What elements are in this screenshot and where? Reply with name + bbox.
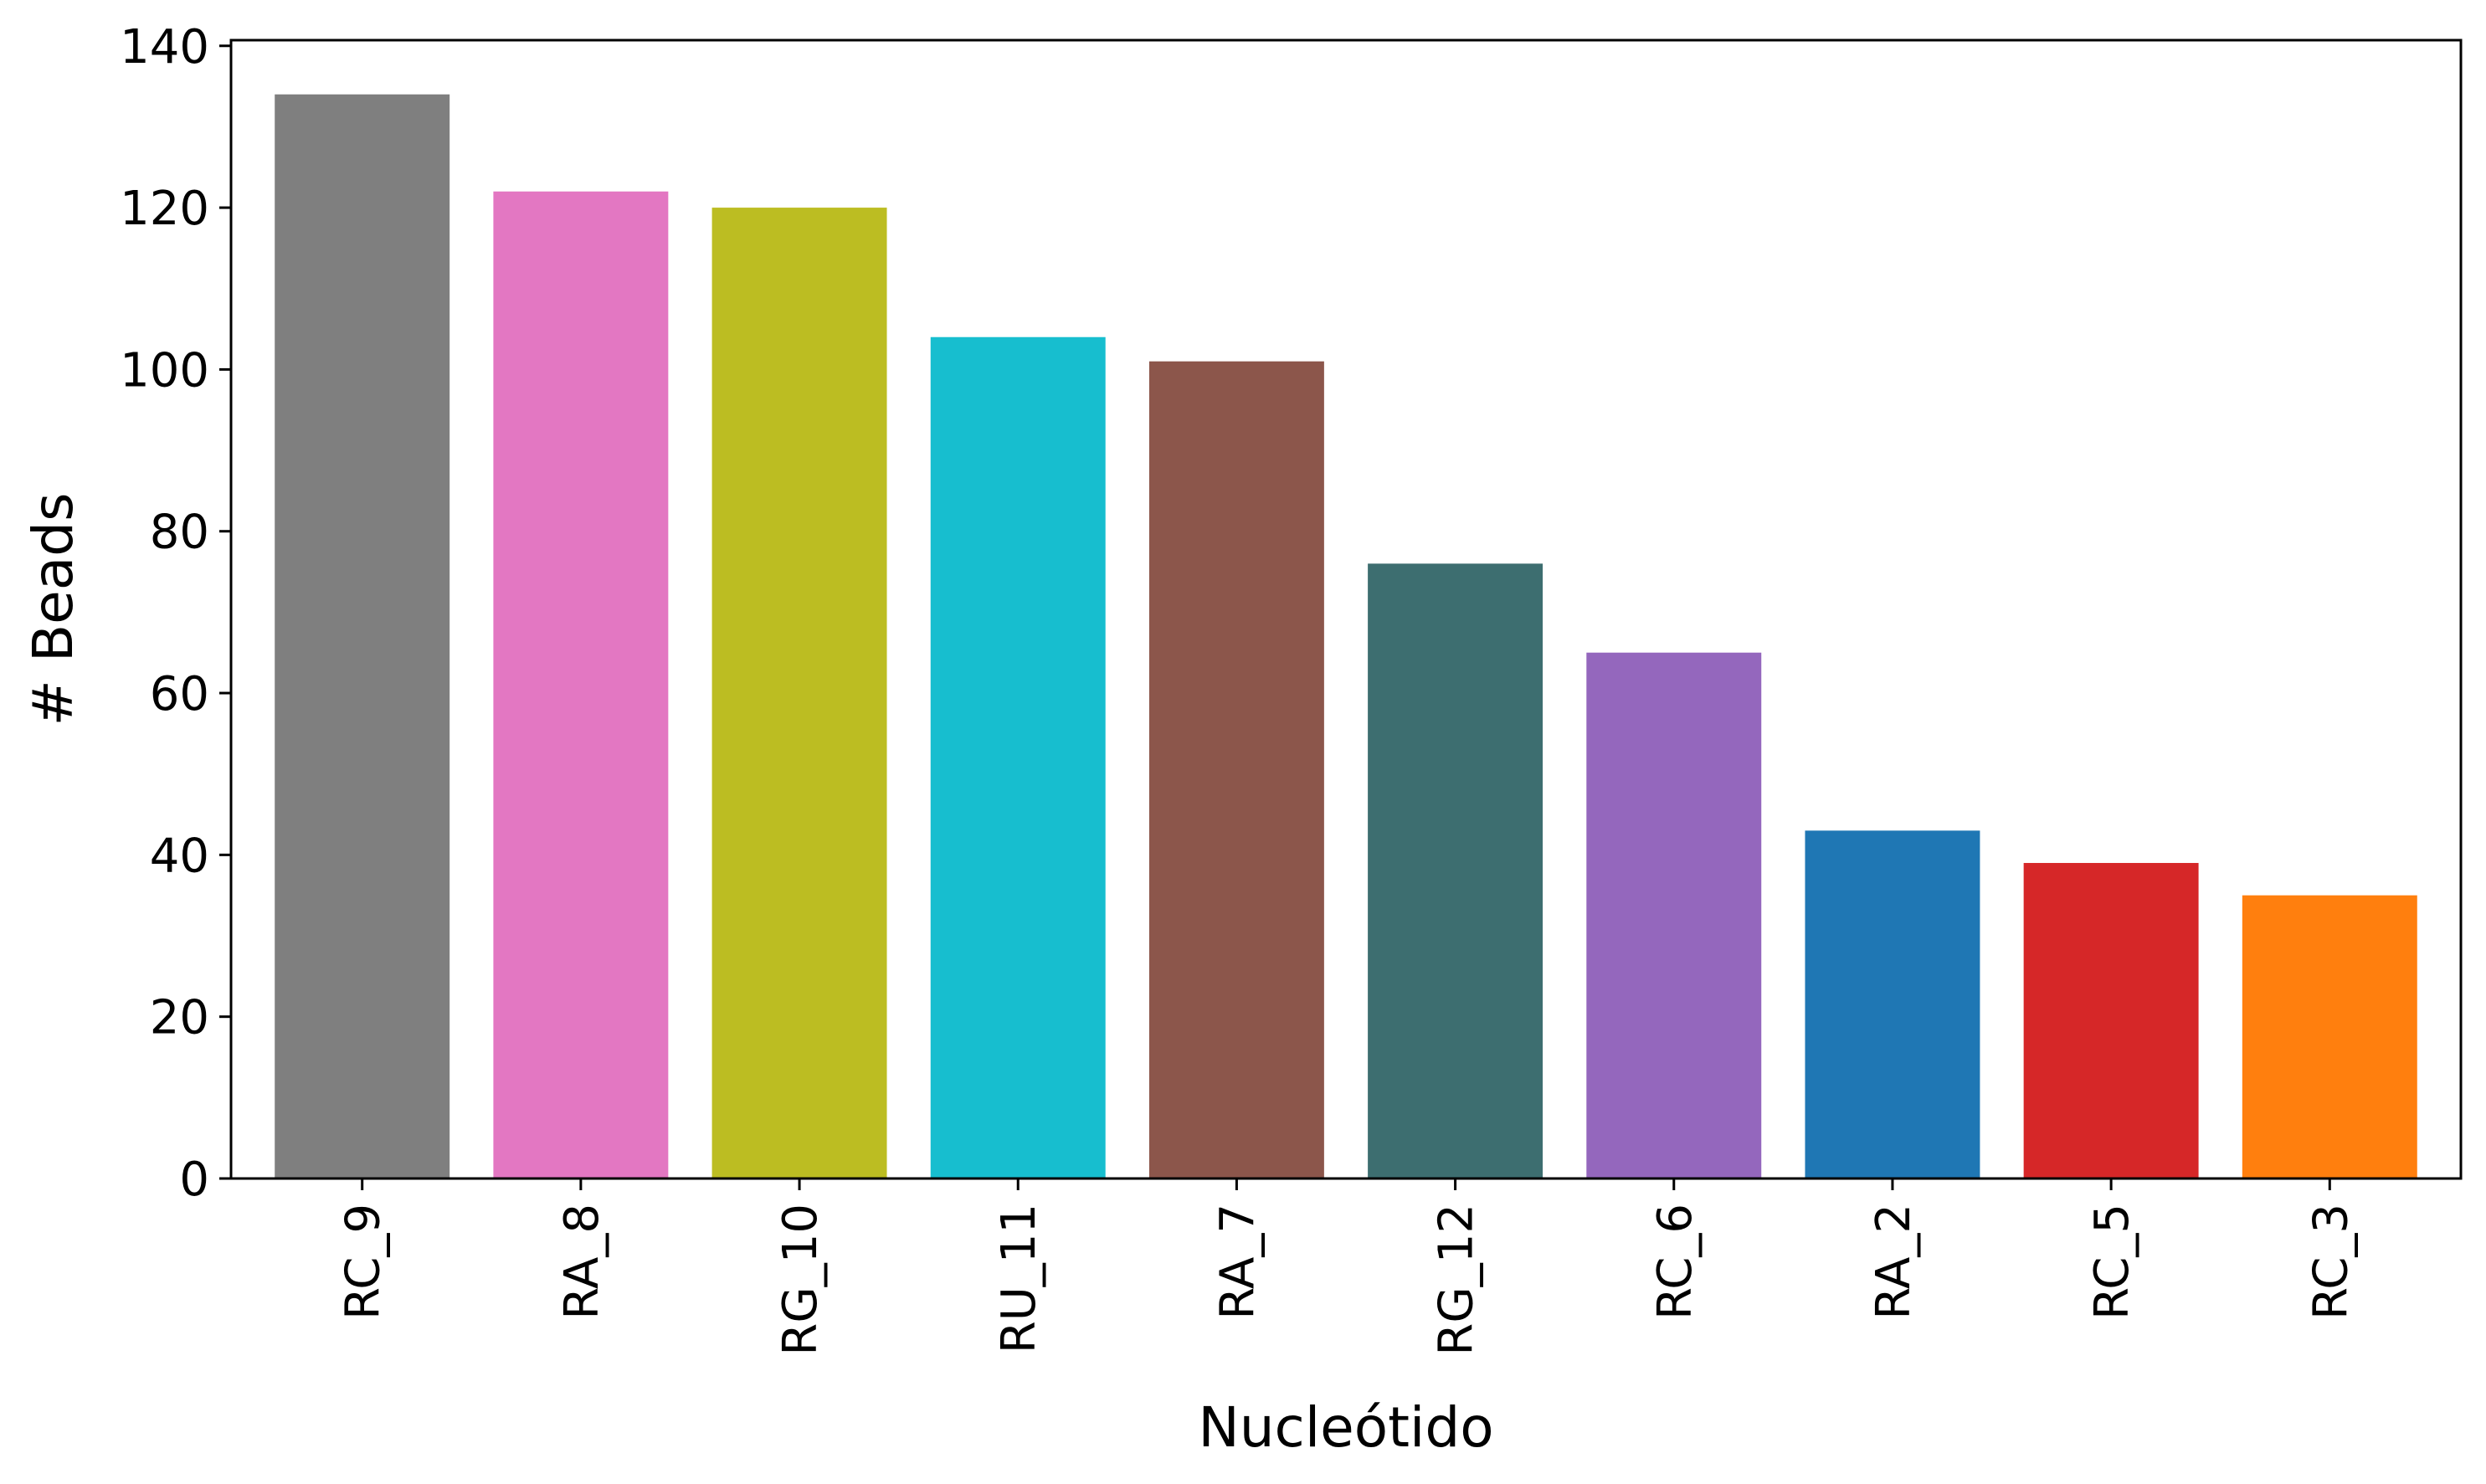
y-tick-label: 0 bbox=[179, 1153, 209, 1207]
x-tick-label: RA_2 bbox=[1867, 1204, 1921, 1320]
bar-RU_11 bbox=[930, 336, 1106, 1178]
x-tick-label: RC_5 bbox=[2085, 1204, 2139, 1320]
bar-RC_6 bbox=[1586, 652, 1762, 1178]
y-tick-label: 80 bbox=[150, 506, 209, 560]
y-axis: 0 20 40 60 80 100 120 140 bbox=[120, 20, 231, 1207]
y-tick-label: 60 bbox=[150, 667, 209, 721]
y-tick-label: 40 bbox=[150, 829, 209, 883]
x-tick-label: RG_10 bbox=[773, 1204, 828, 1356]
bar-RC_3 bbox=[2242, 895, 2417, 1178]
bar-RG_10 bbox=[711, 208, 887, 1178]
y-tick-label: 120 bbox=[120, 182, 209, 236]
x-axis: RC_9 RA_8 RG_10 RU_11 RA_7 RG_12 RC_6 RA_2 RC_5 R… bbox=[336, 1178, 2358, 1356]
x-tick-label: RA_7 bbox=[1210, 1204, 1265, 1320]
x-tick-label: RU_11 bbox=[992, 1204, 1046, 1353]
x-tick-label: RC_9 bbox=[336, 1204, 391, 1320]
y-axis-title: # Beads bbox=[21, 493, 85, 727]
x-tick-label: RC_3 bbox=[2304, 1204, 2358, 1320]
bar-RA_7 bbox=[1148, 361, 1324, 1178]
y-tick-label: 20 bbox=[150, 991, 209, 1045]
bars-layer bbox=[275, 94, 2417, 1178]
x-tick-label: RC_6 bbox=[1648, 1204, 1703, 1320]
bar-RC_9 bbox=[275, 94, 450, 1178]
bar-RG_12 bbox=[1368, 563, 1543, 1178]
bar-RC_5 bbox=[2023, 863, 2199, 1178]
x-axis-title: Nucleótido bbox=[1198, 1395, 1493, 1460]
bar-RA_8 bbox=[493, 191, 669, 1178]
x-tick-label: RA_8 bbox=[555, 1204, 609, 1320]
bar-RA_2 bbox=[1805, 830, 1980, 1178]
y-tick-label: 100 bbox=[120, 343, 209, 398]
x-tick-label: RG_12 bbox=[1430, 1204, 1484, 1356]
y-tick-label: 140 bbox=[120, 20, 209, 74]
plot-frame bbox=[229, 39, 2463, 1180]
